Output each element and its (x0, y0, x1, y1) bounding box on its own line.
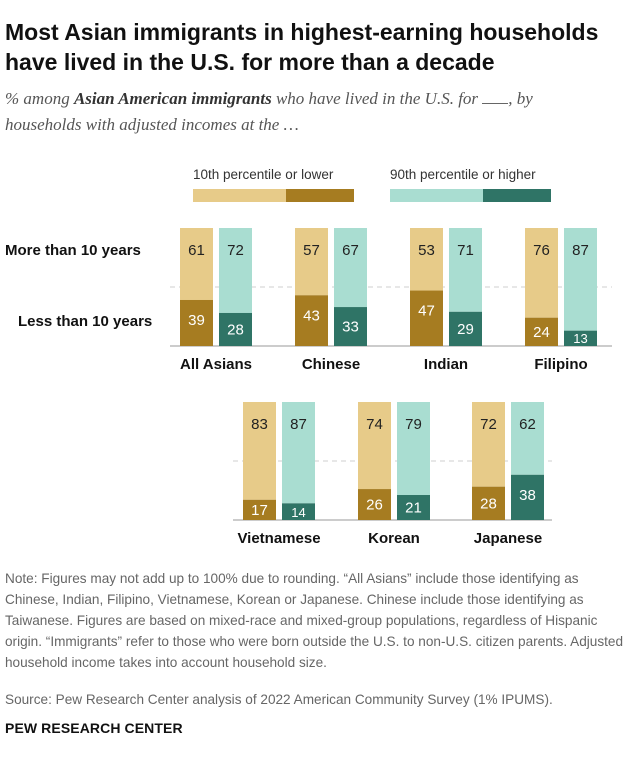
bar-all-asians-high-more (219, 228, 252, 313)
bar-indian-high-more (449, 228, 482, 312)
group-label-all-asians: All Asians (180, 356, 252, 373)
value-japanese-high-less: 38 (519, 487, 536, 504)
group-label-korean: Korean (368, 530, 420, 547)
legend-swatch-10th-percentile-or-lower-less (286, 189, 354, 202)
bar-chinese-high-more (334, 228, 367, 308)
subtitle-suffix: , by households with adjusted incomes at… (5, 89, 533, 134)
row-label-less-than-10-years: Less than 10 years (18, 313, 152, 330)
bar-japanese-high-more (511, 402, 544, 475)
value-indian-low-more: 53 (418, 242, 435, 259)
bar-all-asians-high-less (219, 312, 252, 346)
value-japanese-high-more: 62 (519, 416, 536, 433)
group-label-indian: Indian (424, 356, 468, 373)
value-all-asians-high-less: 28 (227, 321, 244, 338)
bar-vietnamese-high-more (282, 402, 315, 504)
value-vietnamese-high-more: 87 (290, 416, 307, 433)
subtitle-prefix: % among (5, 89, 74, 108)
value-korean-low-less: 26 (366, 497, 383, 514)
chart-notes: Note: Figures may not add up to 100% due… (5, 571, 624, 670)
value-chinese-low-more: 57 (303, 242, 320, 259)
value-vietnamese-low-less: 17 (251, 502, 268, 519)
bar-indian-low-less (410, 290, 443, 346)
bar-korean-low-more (358, 402, 391, 490)
value-korean-high-less: 21 (405, 500, 422, 517)
bar-chinese-low-less (295, 295, 328, 346)
bar-indian-high-less (449, 311, 482, 346)
value-chinese-high-more: 67 (342, 242, 359, 259)
chart-source: Source: Pew Research Center analysis of … (5, 692, 553, 707)
bar-japanese-low-less (472, 486, 505, 520)
subtitle-blank (482, 103, 509, 104)
bar-chinese-high-less (334, 307, 367, 346)
value-chinese-low-less: 43 (303, 307, 320, 324)
bar-filipino-low-less (525, 317, 558, 346)
stacked-bar-chart: 10th percentile or lower 90th percentile … (5, 167, 612, 547)
chart-subtitle: % among Asian American immigrants who ha… (5, 86, 605, 138)
value-filipino-low-more: 76 (533, 242, 550, 259)
bar-korean-low-less (358, 489, 391, 520)
bar-filipino-low-more (525, 228, 558, 318)
bar-korean-high-less (397, 495, 430, 520)
value-korean-high-more: 79 (405, 416, 422, 433)
value-japanese-low-more: 72 (480, 416, 497, 433)
value-filipino-high-less: 13 (573, 331, 587, 346)
value-indian-low-less: 47 (418, 303, 435, 320)
value-vietnamese-low-more: 83 (251, 416, 268, 433)
value-indian-high-less: 29 (457, 321, 474, 338)
group-label-filipino: Filipino (534, 356, 587, 373)
bar-vietnamese-high-less (282, 503, 315, 520)
value-indian-high-more: 71 (457, 242, 474, 259)
bar-all-asians-low-less (180, 299, 213, 346)
chart-title: Most Asian immigrants in highest-earning… (5, 19, 599, 75)
legend-swatch-10th-percentile-or-lower-more (193, 189, 286, 202)
value-vietnamese-high-less: 14 (291, 505, 305, 520)
bar-filipino-high-more (564, 228, 597, 331)
legend-label-90th-percentile-or-higher: 90th percentile or higher (390, 167, 536, 182)
value-all-asians-high-more: 72 (227, 242, 244, 259)
bar-all-asians-low-more (180, 228, 213, 300)
value-filipino-high-more: 87 (572, 242, 589, 259)
value-japanese-low-less: 28 (480, 495, 497, 512)
legend-swatch-90th-percentile-or-higher-more (390, 189, 483, 202)
bar-korean-high-more (397, 402, 430, 496)
bar-indian-low-more (410, 228, 443, 291)
bar-vietnamese-low-more (243, 402, 276, 500)
group-label-chinese: Chinese (302, 356, 360, 373)
group-label-japanese: Japanese (474, 530, 542, 547)
legend-swatch-90th-percentile-or-higher-less (483, 189, 551, 202)
bar-japanese-low-more (472, 402, 505, 487)
value-chinese-high-less: 33 (342, 319, 359, 336)
bar-filipino-high-less (564, 330, 597, 346)
bar-chinese-low-more (295, 228, 328, 296)
subtitle-middle: who have lived in the U.S. for (271, 89, 483, 108)
group-label-vietnamese: Vietnamese (237, 530, 320, 547)
bar-vietnamese-low-less (243, 499, 276, 520)
value-korean-low-more: 74 (366, 416, 383, 433)
value-all-asians-low-less: 39 (188, 312, 205, 329)
value-filipino-low-less: 24 (533, 324, 550, 341)
value-all-asians-low-more: 61 (188, 242, 205, 259)
bar-japanese-high-less (511, 474, 544, 520)
pew-logo-text: PEW RESEARCH CENTER (5, 720, 183, 736)
legend-label-10th-percentile-or-lower: 10th percentile or lower (193, 167, 334, 182)
row-label-more-than-10-years: More than 10 years (5, 242, 141, 259)
subtitle-emphasis: Asian American immigrants (73, 89, 272, 108)
